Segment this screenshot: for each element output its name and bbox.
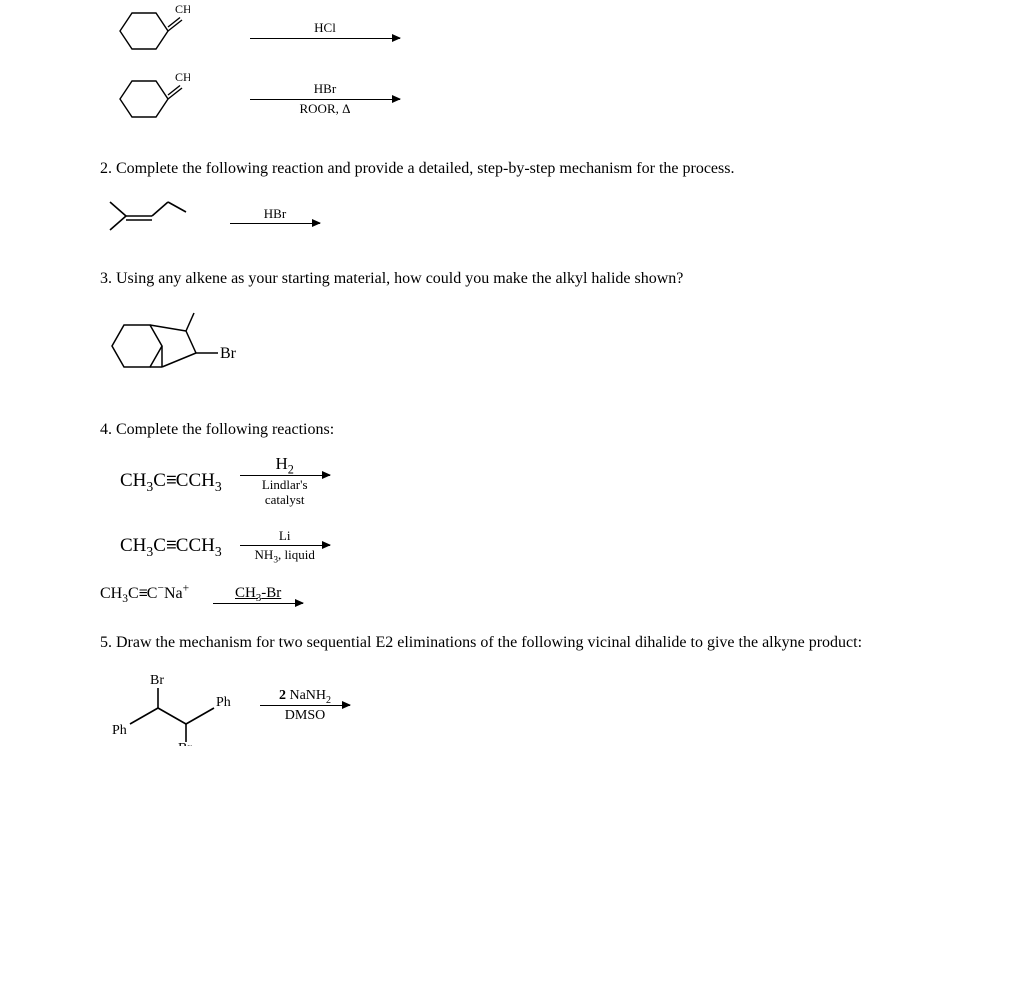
q3-text: 3. Using any alkene as your starting mat… bbox=[100, 268, 924, 290]
q5-ph-right: Ph bbox=[216, 695, 231, 710]
q4-reaction-2: CH3C≡CCH3 Li NH3, liquid bbox=[120, 529, 924, 563]
q5-text: 5. Draw the mechanism for two sequential… bbox=[100, 632, 924, 654]
q2-text: 2. Complete the following reaction and p… bbox=[100, 158, 924, 180]
page: CH 2 HCl CH 2 HBr bbox=[0, 0, 1024, 792]
q5-reaction: Br Br Ph Ph 2 NaNH2 DMSO bbox=[110, 666, 924, 746]
q4-bot-1: Lindlar's catalyst bbox=[262, 478, 308, 507]
q3-br-label: Br bbox=[220, 345, 237, 362]
q4-start-1: CH3C≡CCH3 bbox=[120, 470, 222, 492]
reagent-top-b: HBr bbox=[314, 82, 336, 96]
q4-arrow-1: H2 Lindlar's catalyst bbox=[240, 455, 330, 507]
q4-bot-2: NH3, liquid bbox=[255, 548, 315, 562]
q4-start-3: CH3C≡C−Na+ bbox=[100, 585, 189, 603]
arrow-block-a: HCl bbox=[250, 21, 400, 40]
q4-text: 4. Complete the following reactions: bbox=[100, 419, 924, 441]
q4-reaction-3: CH3C≡C−Na+ CH3-Br bbox=[100, 585, 924, 605]
reagent-top-a: HCl bbox=[314, 21, 336, 35]
ch2-label-a: CH bbox=[175, 2, 190, 16]
arrow-b bbox=[250, 99, 400, 100]
q2-arrow-block: HBr bbox=[230, 207, 320, 224]
trisubstituted-alkene-icon bbox=[100, 192, 200, 240]
q1-reaction-a: CH 2 HCl bbox=[100, 0, 924, 62]
bicyclic-bromide-icon: Br bbox=[100, 301, 270, 391]
q4-start-2: CH3C≡CCH3 bbox=[120, 535, 222, 557]
q2-arrow bbox=[230, 223, 320, 224]
q2-reaction: HBr bbox=[100, 192, 924, 240]
q5-arrow-block: 2 NaNH2 DMSO bbox=[260, 688, 350, 724]
ch2-label-b: CH bbox=[175, 70, 190, 84]
arrow-icon bbox=[260, 705, 350, 706]
q4-arrow-3: CH3-Br bbox=[213, 585, 303, 605]
q5-br-top: Br bbox=[150, 673, 164, 688]
q4-top-3: CH3-Br bbox=[235, 585, 281, 602]
reagent-bottom-b: ROOR, Δ bbox=[300, 102, 351, 116]
q5-reagent-bottom: DMSO bbox=[285, 708, 325, 723]
q4-top-2: Li bbox=[279, 529, 291, 543]
q4-top-1: H2 bbox=[275, 455, 293, 474]
q2-reagent-top: HBr bbox=[264, 207, 286, 221]
methylenecyclohexane-icon: CH 2 bbox=[100, 0, 190, 62]
arrow-icon bbox=[240, 545, 330, 546]
q5-ph-left: Ph bbox=[112, 723, 127, 738]
q5-br-bot: Br bbox=[178, 741, 192, 746]
q4-arrow-2: Li NH3, liquid bbox=[240, 529, 330, 563]
vicinal-dihalide-icon: Br Br Ph Ph bbox=[110, 666, 250, 746]
arrow-a bbox=[250, 38, 400, 39]
arrow-icon bbox=[213, 603, 303, 604]
q1-reactions: CH 2 HCl CH 2 HBr bbox=[100, 0, 924, 130]
q5-reagent-top: 2 NaNH2 bbox=[279, 688, 331, 703]
q3-structure: Br bbox=[100, 301, 924, 391]
q1-reaction-b: CH 2 HBr ROOR, Δ bbox=[100, 68, 924, 130]
q4-reaction-1: CH3C≡CCH3 H2 Lindlar's catalyst bbox=[120, 455, 924, 507]
arrow-block-b: HBr ROOR, Δ bbox=[250, 82, 400, 116]
methylenecyclohexane-icon: CH 2 bbox=[100, 68, 190, 130]
arrow-icon bbox=[240, 475, 330, 476]
